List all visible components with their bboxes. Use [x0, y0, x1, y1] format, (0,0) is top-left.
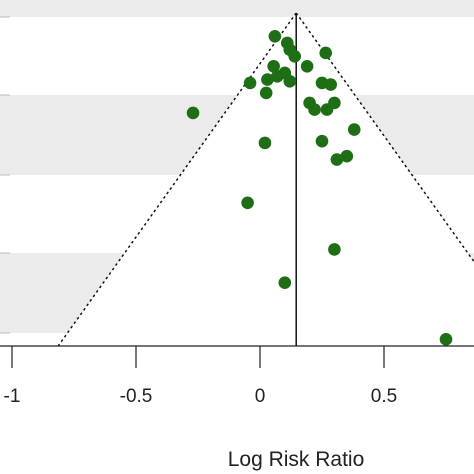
x-tick-label: -0.5 [120, 386, 153, 407]
study-point [186, 106, 200, 120]
study-point [268, 30, 282, 43]
study-point [278, 276, 292, 290]
x-tick-label: 0.5 [371, 386, 397, 407]
funnel-left-limit [57, 12, 297, 347]
study-point [347, 123, 361, 136]
study-point [328, 243, 341, 256]
study-points [186, 30, 453, 346]
x-tick-label: -1 [4, 386, 21, 407]
study-point [258, 136, 272, 150]
x-axis: -1 -0.5 0 0.5 [0, 345, 474, 407]
study-point [340, 149, 354, 163]
study-point [288, 49, 302, 63]
pseudo-confidence-funnel [57, 12, 474, 347]
study-point [271, 69, 284, 83]
study-point [283, 74, 297, 88]
study-point [261, 73, 274, 86]
x-tick-label: 0 [255, 386, 266, 407]
funnel-region [58, 13, 474, 346]
study-point [324, 78, 337, 91]
background-band [0, 0, 474, 17]
study-point [320, 103, 334, 116]
funnel-right-limit [295, 12, 474, 263]
x-axis-title: Log Risk Ratio [228, 448, 365, 471]
study-point [315, 134, 329, 148]
study-point [308, 103, 321, 116]
study-point [267, 59, 280, 73]
study-point [243, 76, 257, 90]
study-point [330, 153, 344, 166]
study-point [300, 59, 314, 73]
study-point [439, 333, 453, 346]
study-point [319, 46, 333, 60]
study-point [241, 196, 254, 210]
study-point [259, 86, 273, 100]
